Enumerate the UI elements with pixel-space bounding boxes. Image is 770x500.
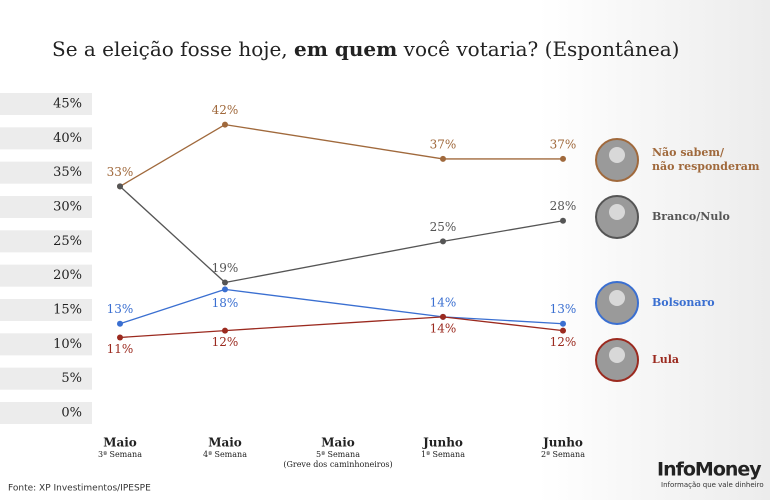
title-part: você votaria? (Espontânea) bbox=[397, 37, 679, 61]
tick-band bbox=[0, 333, 92, 356]
source: Fonte: XP Investimentos/IPESPE bbox=[8, 484, 151, 494]
x-tick-label: Junho bbox=[422, 436, 463, 450]
point bbox=[560, 155, 566, 162]
tagline: Informação que vale dinheiro bbox=[661, 481, 764, 489]
x-tick-label: 5ª Semana bbox=[316, 450, 360, 459]
line-segment bbox=[119, 329, 226, 339]
line-segment bbox=[224, 288, 444, 318]
title-part: em quem bbox=[294, 37, 397, 61]
value-label: 14% bbox=[430, 321, 457, 335]
y-tick-label: 20% bbox=[53, 268, 82, 283]
point bbox=[117, 334, 123, 341]
y-tick-label: 5% bbox=[61, 371, 82, 386]
legend-label: Não sabem/ não responderam bbox=[652, 146, 760, 173]
value-label: 12% bbox=[212, 335, 239, 349]
y-tick-label: 0% bbox=[61, 406, 82, 421]
x-tick-label: 3ª Semana bbox=[98, 450, 142, 459]
line-segment bbox=[119, 124, 226, 187]
value-label: 37% bbox=[550, 137, 577, 151]
y-tick-label: 40% bbox=[53, 131, 82, 146]
point bbox=[440, 238, 446, 245]
line-segment bbox=[224, 240, 444, 284]
point bbox=[560, 217, 566, 224]
point bbox=[117, 183, 123, 190]
value-label: 11% bbox=[107, 342, 134, 356]
tick-band bbox=[0, 402, 92, 424]
x-tick-label: Junho bbox=[542, 436, 583, 450]
title-part: Se a eleição fosse hoje, bbox=[52, 37, 294, 61]
legend-label: Bolsonaro bbox=[652, 296, 715, 309]
legend-avatar-head bbox=[609, 347, 625, 363]
x-tick-label: Maio bbox=[103, 436, 137, 450]
tick-band bbox=[0, 161, 92, 184]
tick-band bbox=[0, 264, 92, 287]
chart-title: Se a eleição fosse hoje, em quem você vo… bbox=[52, 37, 679, 61]
line-segment bbox=[224, 316, 444, 332]
point bbox=[440, 313, 446, 320]
value-label: 14% bbox=[430, 295, 457, 309]
point bbox=[560, 327, 566, 334]
point bbox=[560, 320, 566, 327]
point bbox=[117, 320, 123, 327]
value-label: 42% bbox=[212, 103, 239, 117]
point bbox=[222, 327, 228, 334]
value-label: 28% bbox=[550, 199, 577, 213]
value-label: 12% bbox=[550, 335, 577, 349]
point bbox=[222, 121, 228, 128]
y-tick-label: 35% bbox=[53, 165, 82, 180]
y-tick-label: 30% bbox=[53, 200, 82, 215]
y-tick-label: 15% bbox=[53, 303, 82, 318]
y-tick-label: 45% bbox=[53, 97, 82, 112]
value-label: 37% bbox=[430, 137, 457, 151]
brand: InfoMoney bbox=[657, 459, 762, 481]
line-segment bbox=[442, 316, 564, 325]
value-label: 18% bbox=[212, 296, 239, 310]
line-segment bbox=[442, 316, 564, 332]
line-segment bbox=[119, 288, 226, 325]
tick-band bbox=[0, 93, 92, 115]
legend-avatar-head bbox=[609, 290, 625, 306]
line-segment bbox=[119, 185, 226, 284]
legend-label: Branco/Nulo bbox=[652, 210, 730, 223]
value-label: 19% bbox=[212, 261, 239, 275]
value-label: 25% bbox=[430, 220, 457, 234]
value-label: 13% bbox=[550, 302, 577, 316]
tick-band bbox=[0, 230, 92, 253]
y-tick-label: 10% bbox=[53, 337, 82, 352]
tick-band bbox=[0, 299, 92, 321]
x-tick-label: Maio bbox=[321, 436, 355, 450]
x-tick-label: (Greve dos caminhoneiros) bbox=[283, 460, 392, 469]
legend-avatar-head bbox=[609, 147, 625, 163]
point bbox=[440, 155, 446, 162]
value-label: 33% bbox=[107, 165, 134, 179]
tick-band bbox=[0, 127, 92, 150]
line-segment bbox=[442, 220, 564, 242]
legend-avatar-head bbox=[609, 204, 625, 220]
x-tick-label: 2ª Semana bbox=[541, 450, 585, 459]
x-tick-label: 1ª Semana bbox=[421, 450, 465, 459]
line-segment bbox=[224, 123, 444, 160]
x-tick-label: 4ª Semana bbox=[203, 450, 247, 459]
point bbox=[222, 279, 228, 286]
value-label: 13% bbox=[107, 302, 134, 316]
x-tick-label: Maio bbox=[208, 436, 242, 450]
tick-band bbox=[0, 367, 92, 390]
tick-band bbox=[0, 196, 92, 218]
legend-label: Lula bbox=[652, 353, 680, 366]
point bbox=[222, 286, 228, 293]
y-tick-label: 25% bbox=[53, 234, 82, 249]
